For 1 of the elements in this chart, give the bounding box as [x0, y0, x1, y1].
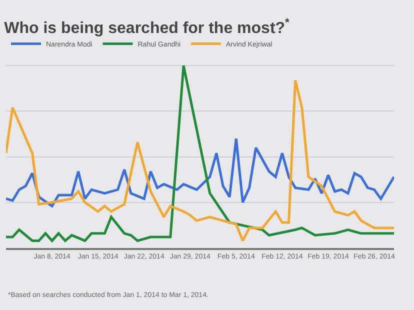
chart-title: Who is being searched for the most?$^{*}$ — [4, 17, 290, 37]
